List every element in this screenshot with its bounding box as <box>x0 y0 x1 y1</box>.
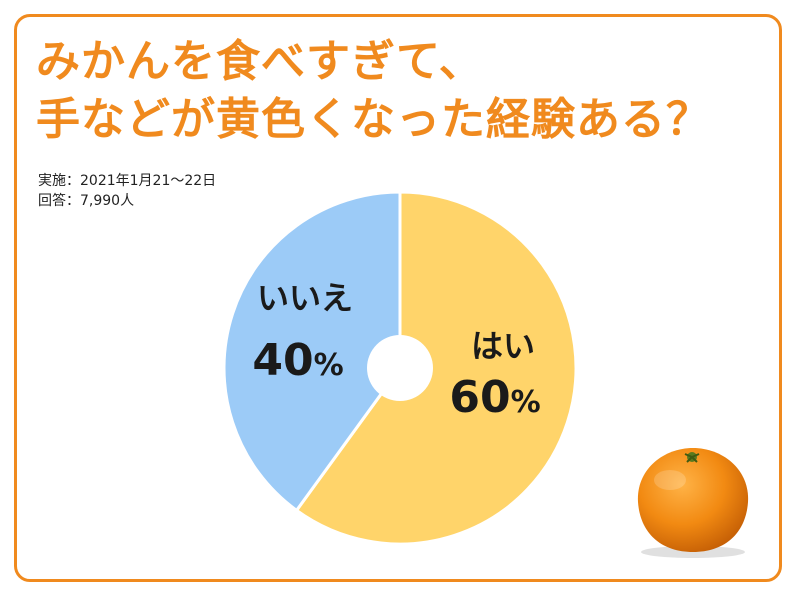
survey-respondents: 回答：7,990人 <box>38 193 135 209</box>
slice-value-no: 40% <box>252 335 343 386</box>
slice-label-no: いいえ <box>257 279 353 317</box>
pie-slice-yes <box>294 190 578 546</box>
survey-date: 実施：2021年1月21～22日 <box>38 173 217 189</box>
slice-value-yes: 60% <box>449 372 540 423</box>
mandarin-orange-icon <box>637 448 749 558</box>
chart-title-line-1: みかんを食べすぎて、 <box>36 36 484 87</box>
donut-hole <box>367 335 433 401</box>
slice-label-yes: はい <box>471 327 535 365</box>
pie-slice-no <box>222 190 402 513</box>
chart-title-line-2: 手などが黄色くなった経験ある？ <box>36 94 711 145</box>
